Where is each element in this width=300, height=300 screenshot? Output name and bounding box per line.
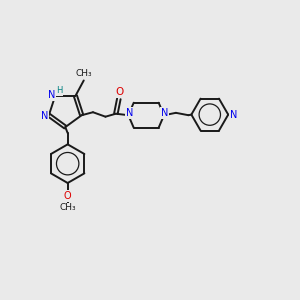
Text: N: N (230, 110, 237, 120)
Text: N: N (48, 90, 55, 100)
Text: N: N (126, 108, 133, 118)
Text: CH₃: CH₃ (75, 69, 92, 78)
Text: O: O (64, 191, 71, 201)
Text: H: H (56, 86, 63, 95)
Text: N: N (41, 111, 48, 121)
Text: O: O (115, 87, 124, 97)
Text: CH₃: CH₃ (59, 203, 76, 212)
Text: N: N (161, 108, 168, 118)
